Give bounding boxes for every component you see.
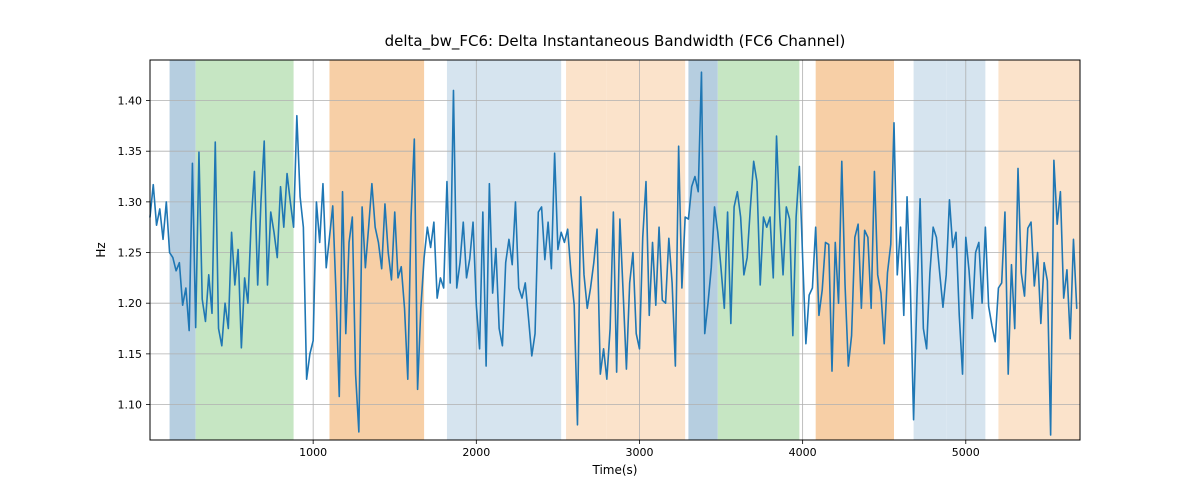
x-tick-label: 3000 xyxy=(625,446,653,459)
background-spans xyxy=(170,60,1080,440)
y-tick-label: 1.20 xyxy=(118,297,143,310)
y-tick-label: 1.40 xyxy=(118,95,143,108)
x-tick-label: 5000 xyxy=(952,446,980,459)
line-chart: 1000 2000 3000 4000 5000 1.10 1.15 1.20 1.25 1.30… xyxy=(0,0,1200,500)
span-region xyxy=(196,60,294,440)
y-tick-label: 1.10 xyxy=(118,399,143,412)
span-region xyxy=(170,60,196,440)
chart-title: delta_bw_FC6: Delta Instantaneous Bandwi… xyxy=(385,32,846,51)
x-axis-label: Time(s) xyxy=(592,463,638,477)
x-tick-label: 1000 xyxy=(299,446,327,459)
y-axis: 1.10 1.15 1.20 1.25 1.30 1.35 1.40 xyxy=(118,95,151,412)
y-tick-label: 1.15 xyxy=(118,348,143,361)
span-region xyxy=(476,60,561,440)
y-tick-label: 1.35 xyxy=(118,145,143,158)
y-tick-label: 1.25 xyxy=(118,247,143,260)
span-region xyxy=(566,60,607,440)
y-axis-label: Hz xyxy=(94,242,108,257)
x-tick-label: 4000 xyxy=(789,446,817,459)
x-tick-label: 2000 xyxy=(462,446,490,459)
y-tick-label: 1.30 xyxy=(118,196,143,209)
x-axis: 1000 2000 3000 4000 5000 xyxy=(299,440,980,459)
chart-container: 1000 2000 3000 4000 5000 1.10 1.15 1.20 1.25 1.30… xyxy=(0,0,1200,500)
span-region xyxy=(998,60,1080,440)
